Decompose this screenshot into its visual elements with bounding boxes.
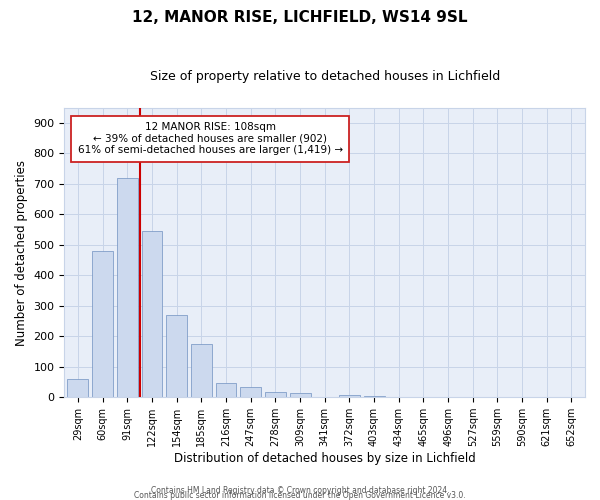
Bar	[92, 251, 113, 397]
Bar	[142, 231, 163, 397]
X-axis label: Distribution of detached houses by size in Lichfield: Distribution of detached houses by size …	[174, 452, 476, 465]
Text: 12, MANOR RISE, LICHFIELD, WS14 9SL: 12, MANOR RISE, LICHFIELD, WS14 9SL	[132, 10, 468, 25]
Y-axis label: Number of detached properties: Number of detached properties	[15, 160, 28, 346]
Bar	[265, 392, 286, 397]
Bar	[191, 344, 212, 397]
Title: Size of property relative to detached houses in Lichfield: Size of property relative to detached ho…	[149, 70, 500, 83]
Bar	[117, 178, 138, 397]
Bar	[215, 382, 236, 397]
Bar	[339, 395, 360, 397]
Bar	[67, 379, 88, 397]
Text: Contains HM Land Registry data © Crown copyright and database right 2024.: Contains HM Land Registry data © Crown c…	[151, 486, 449, 495]
Bar	[364, 396, 385, 397]
Bar	[240, 386, 261, 397]
Bar	[290, 392, 311, 397]
Text: Contains public sector information licensed under the Open Government Licence v3: Contains public sector information licen…	[134, 491, 466, 500]
Bar	[166, 315, 187, 397]
Text: 12 MANOR RISE: 108sqm
← 39% of detached houses are smaller (902)
61% of semi-det: 12 MANOR RISE: 108sqm ← 39% of detached …	[77, 122, 343, 156]
